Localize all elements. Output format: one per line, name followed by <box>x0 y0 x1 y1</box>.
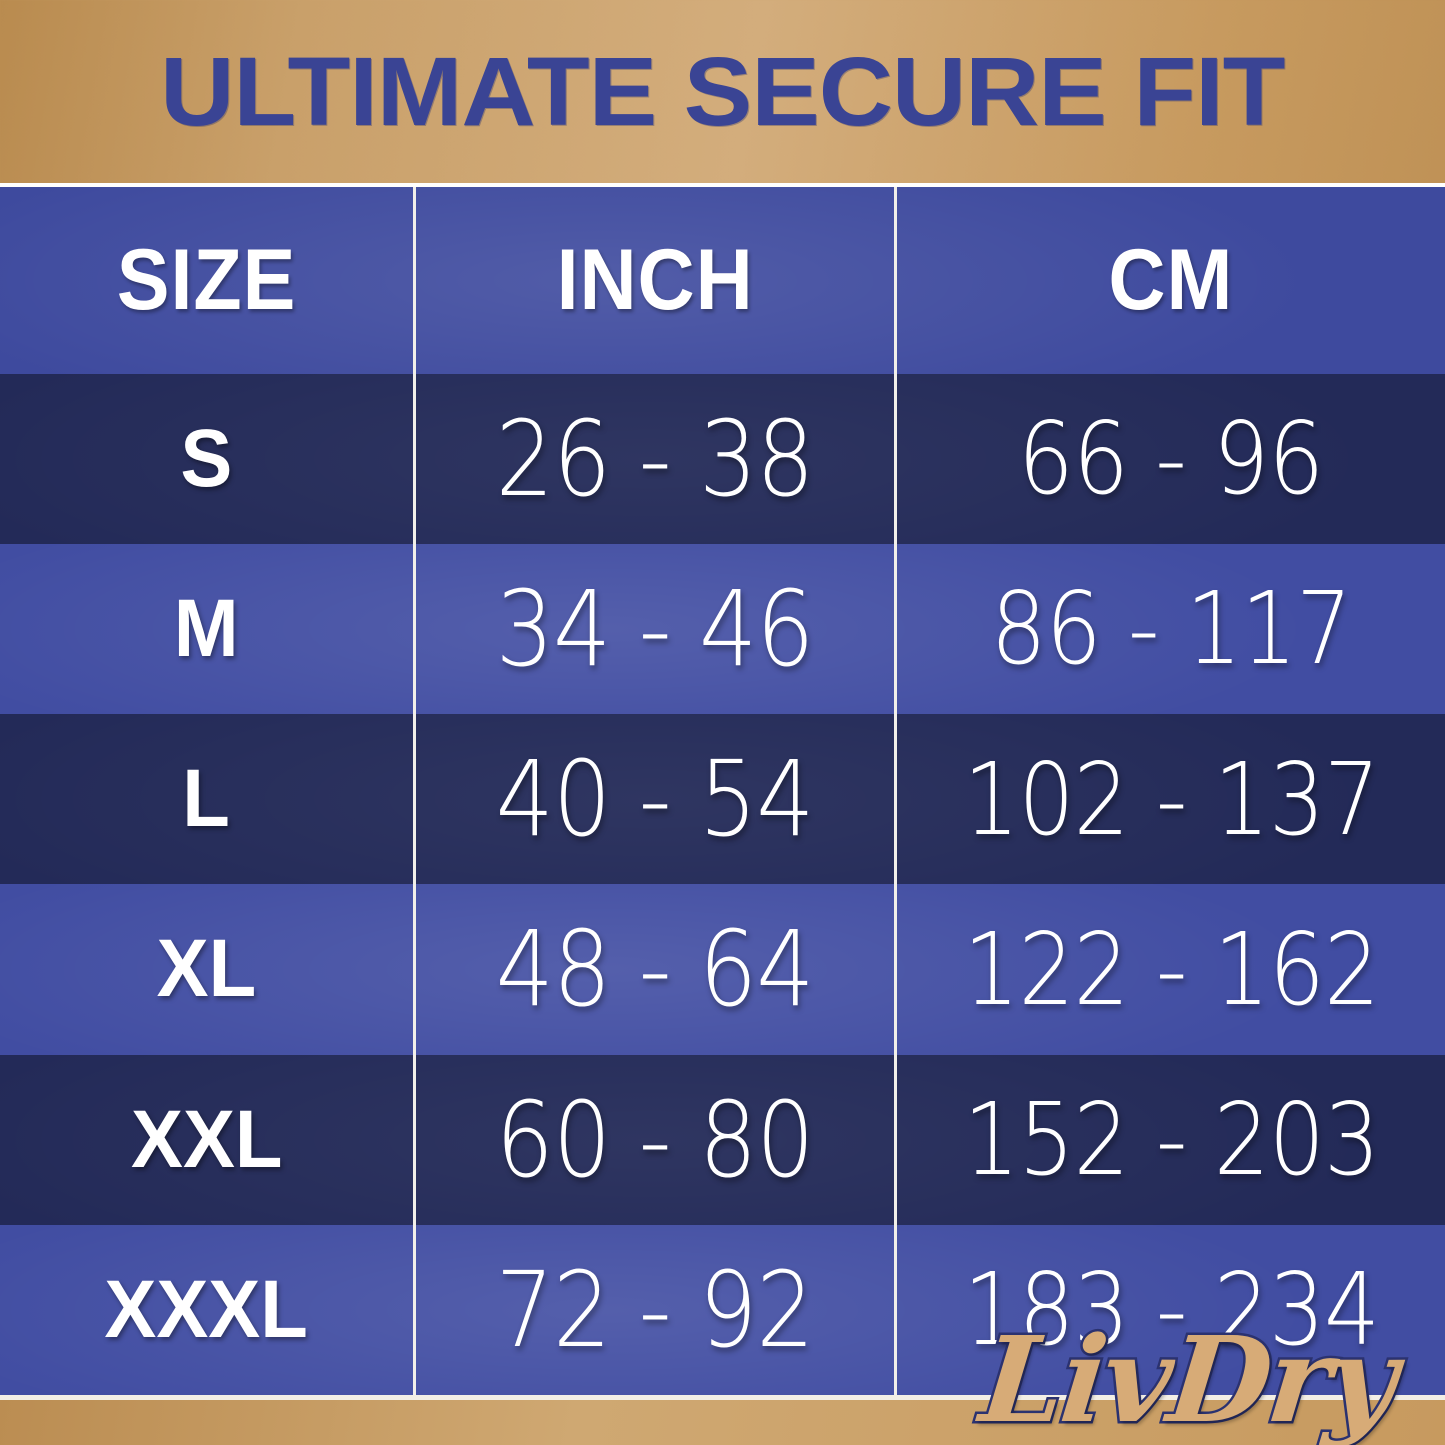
cell-inch: 72 - 92 <box>413 1224 894 1395</box>
cm-value: 86 - 117 <box>990 570 1352 688</box>
inch-value: 60 - 80 <box>496 1078 815 1201</box>
inch-value: 72 - 92 <box>496 1248 815 1371</box>
cell-size: XL <box>0 884 413 1054</box>
cell-cm: 122 - 162 <box>894 884 1445 1055</box>
cell-inch: 60 - 80 <box>413 1054 894 1225</box>
brand-logo: LivDry <box>972 1308 1403 1445</box>
cm-value: 183 - 234 <box>963 1251 1380 1369</box>
cell-inch: 34 - 46 <box>413 543 894 715</box>
table-row: L 40 - 54 102 - 137 <box>0 714 1445 885</box>
column-header-inch-label: INCH <box>556 231 754 328</box>
size-label: XL <box>156 923 257 1015</box>
inch-value: 34 - 46 <box>496 567 815 690</box>
cell-inch: 40 - 54 <box>413 714 894 885</box>
cell-cm: 183 - 234 <box>894 1224 1445 1395</box>
cm-value: 66 - 96 <box>1018 400 1324 518</box>
size-chart-table: SIZE INCH CM S 26 - 38 66 - 96 M 34 - 46… <box>0 183 1445 1400</box>
inch-value: 48 - 64 <box>496 908 815 1031</box>
table-row: XXL 60 - 80 152 - 203 <box>0 1054 1445 1226</box>
table-row: S 26 - 38 66 - 96 <box>0 373 1445 545</box>
column-header-inch: INCH <box>413 187 894 374</box>
bottom-background-strip <box>0 1400 1445 1445</box>
column-header-size-label: SIZE <box>116 231 297 328</box>
column-header-size: SIZE <box>0 187 413 374</box>
cell-size: L <box>0 714 413 884</box>
cell-inch: 48 - 64 <box>413 884 894 1055</box>
cell-inch: 26 - 38 <box>413 373 894 544</box>
size-label: L <box>182 753 231 845</box>
inch-value: 26 - 38 <box>496 397 815 520</box>
cell-cm: 86 - 117 <box>894 543 1445 715</box>
size-label: S <box>180 412 233 504</box>
column-header-cm: CM <box>894 187 1445 374</box>
cm-value: 152 - 203 <box>963 1081 1380 1199</box>
title-band: ULTIMATE SECURE FIT <box>0 0 1445 183</box>
cm-value: 102 - 137 <box>963 740 1380 858</box>
cell-cm: 102 - 137 <box>894 714 1445 885</box>
cell-size: S <box>0 374 413 544</box>
column-header-cm-label: CM <box>1108 231 1234 328</box>
cell-size: XXXL <box>0 1225 413 1395</box>
cell-size: XXL <box>0 1055 413 1225</box>
table-header-row: SIZE INCH CM <box>0 187 1445 374</box>
page-title: ULTIMATE SECURE FIT <box>160 36 1285 146</box>
cell-cm: 66 - 96 <box>894 373 1445 544</box>
table-row: XXXL 72 - 92 183 - 234 <box>0 1224 1445 1395</box>
cm-value: 122 - 162 <box>963 910 1380 1028</box>
cell-size: M <box>0 544 413 714</box>
table-row: M 34 - 46 86 - 117 <box>0 543 1445 715</box>
size-label: M <box>174 582 239 674</box>
inch-value: 40 - 54 <box>496 738 815 861</box>
size-label: XXXL <box>104 1263 309 1355</box>
table-row: XL 48 - 64 122 - 162 <box>0 884 1445 1055</box>
size-label: XXL <box>130 1093 283 1185</box>
cell-cm: 152 - 203 <box>894 1054 1445 1225</box>
